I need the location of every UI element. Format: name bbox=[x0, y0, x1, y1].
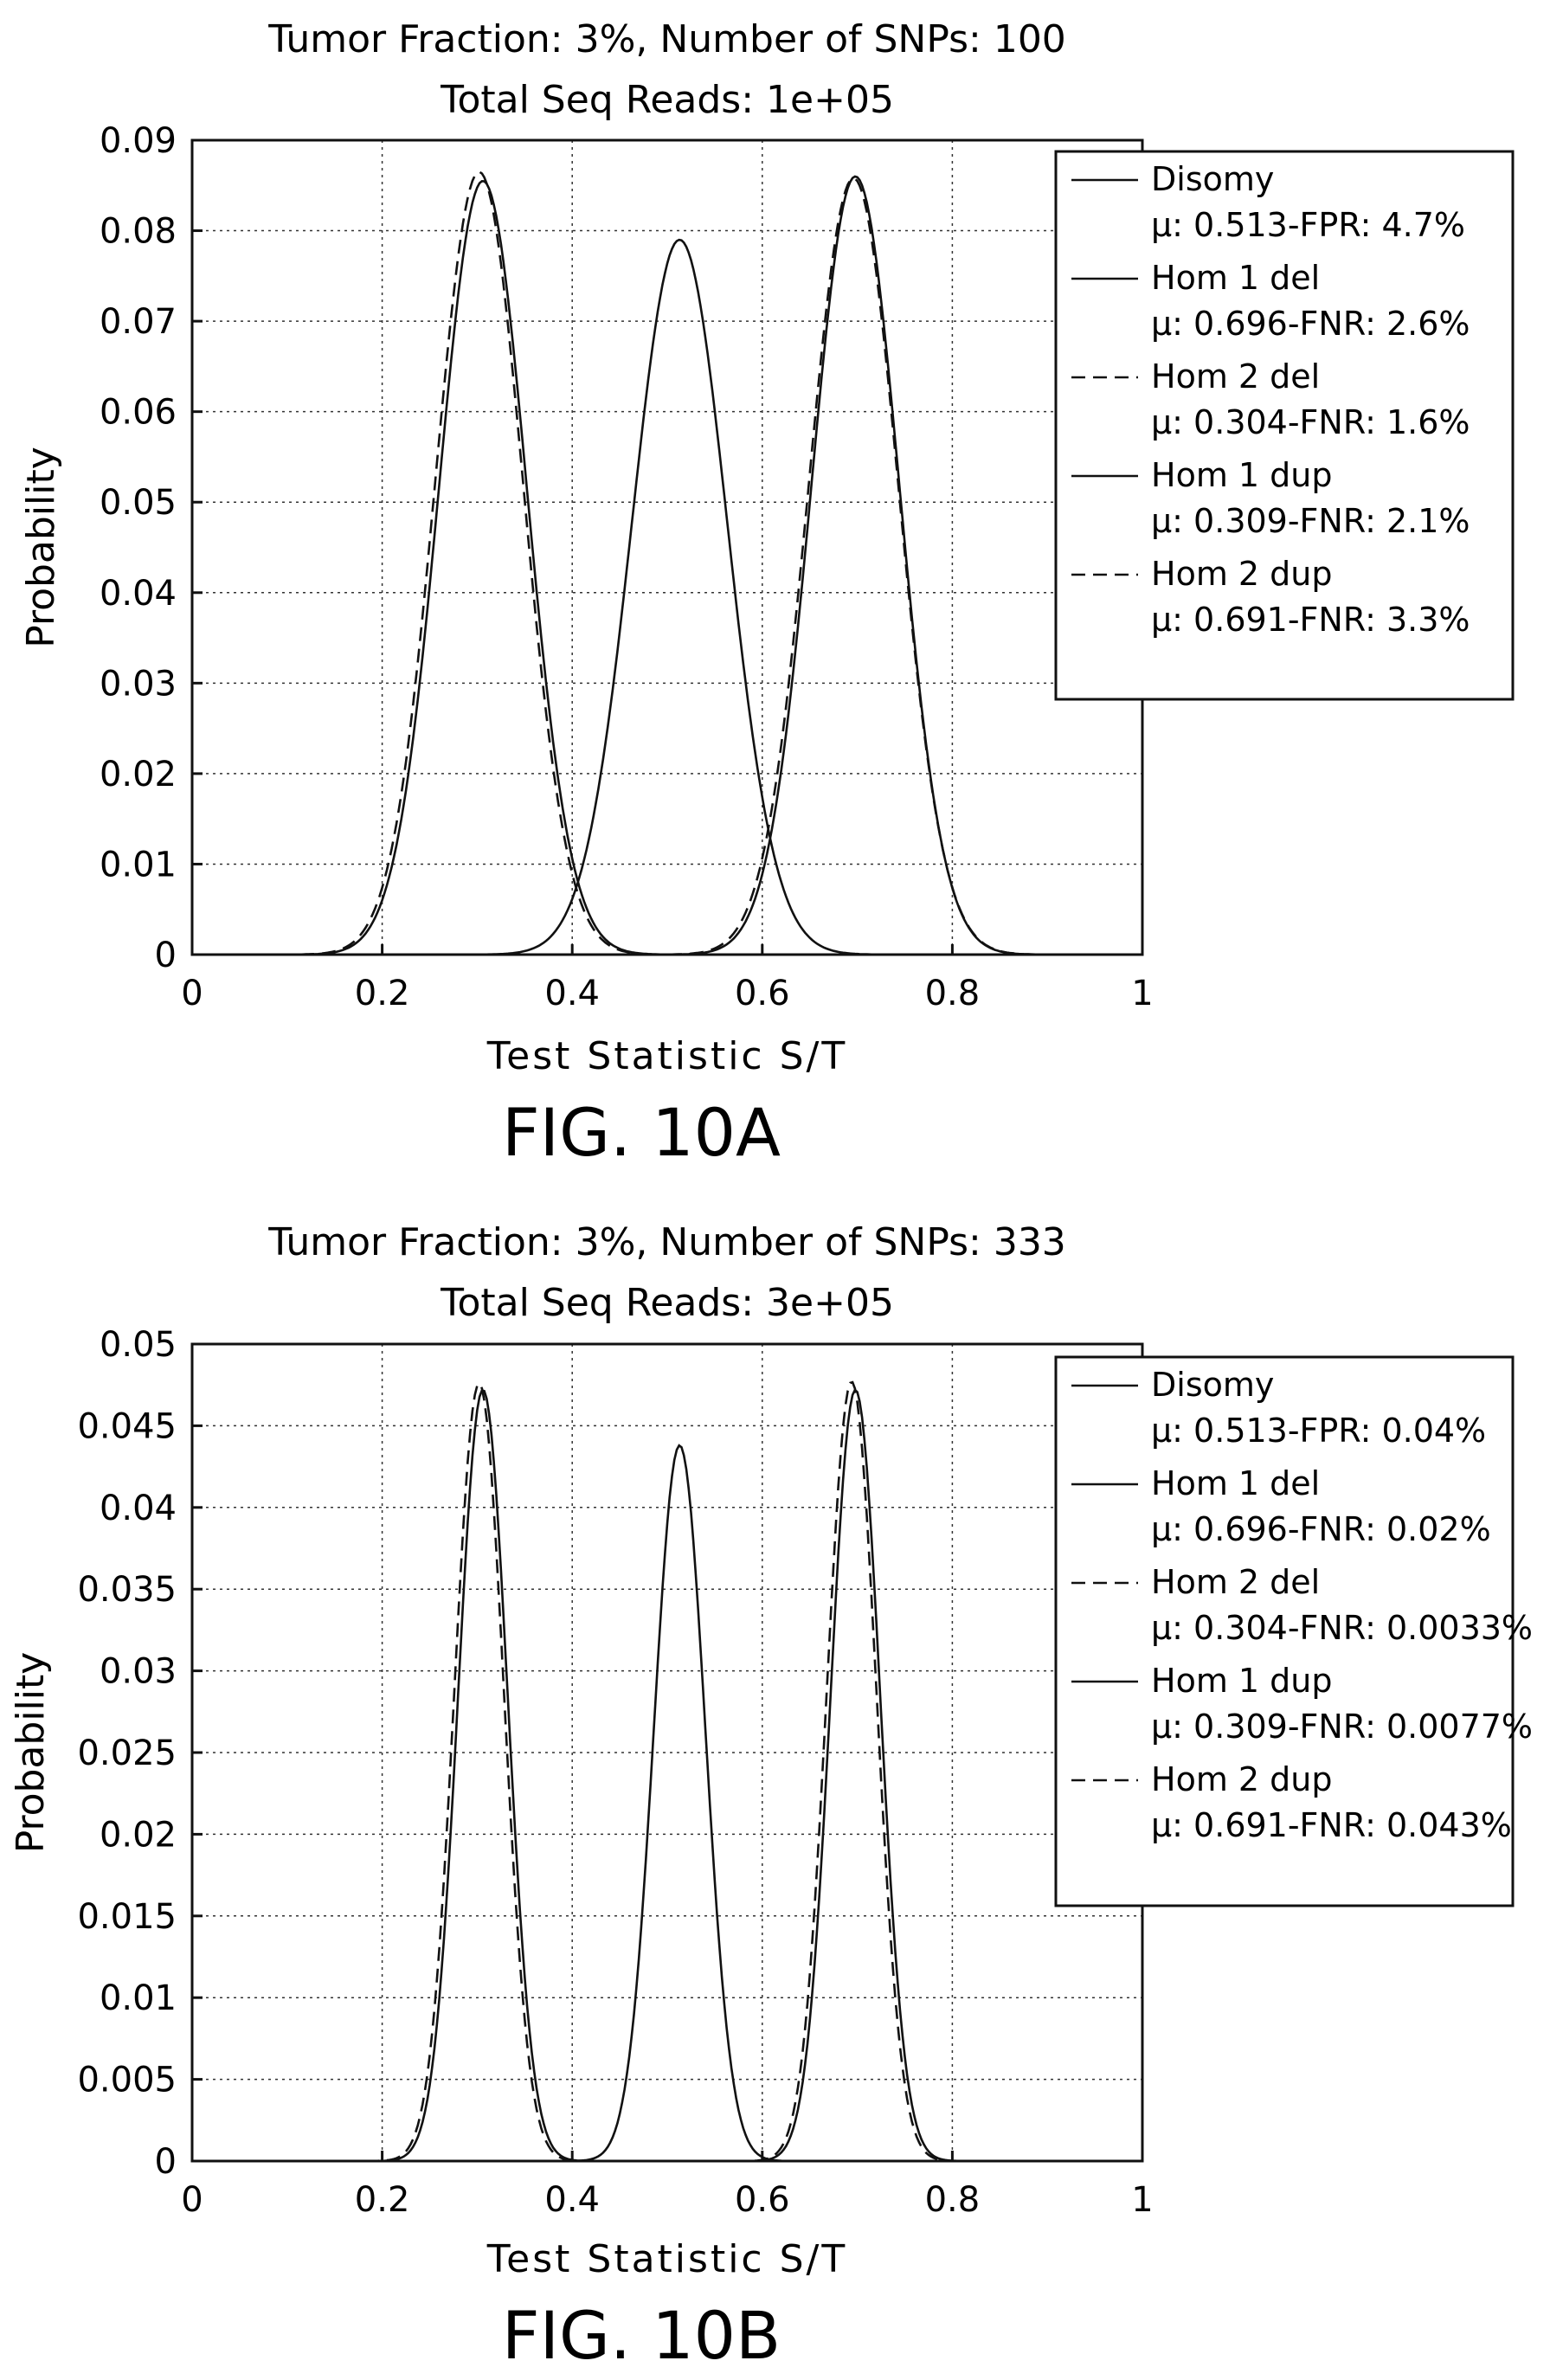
legend-series-detail: μ: 0.309-FNR: 2.1% bbox=[1151, 502, 1470, 540]
legend-series-name: Disomy bbox=[1151, 160, 1274, 198]
y-tick-label: 0.07 bbox=[100, 302, 177, 342]
legend-series-detail: μ: 0.691-FNR: 0.043% bbox=[1151, 1806, 1512, 1844]
plot-area bbox=[192, 1344, 1142, 2161]
x-tick-label: 1 bbox=[1131, 2180, 1153, 2220]
plot-area bbox=[192, 140, 1142, 955]
legend-series-name: Hom 2 del bbox=[1151, 357, 1320, 396]
chart-title: Tumor Fraction: 3%, Number of SNPs: 100 bbox=[267, 17, 1066, 61]
x-tick-label: 0.2 bbox=[355, 2180, 410, 2220]
y-tick-label: 0 bbox=[155, 2142, 177, 2182]
legend-series-name: Hom 1 del bbox=[1151, 1464, 1320, 1502]
x-tick-label: 0.4 bbox=[544, 974, 600, 1013]
x-tick-label: 0 bbox=[181, 974, 203, 1013]
legend-box bbox=[1054, 150, 1515, 701]
x-tick-label: 0.2 bbox=[355, 974, 410, 1013]
y-tick-label: 0.04 bbox=[100, 574, 177, 614]
legend-box bbox=[1054, 1355, 1515, 1907]
x-axis-label: Test Statistic S/T bbox=[486, 2237, 847, 2281]
y-tick-label: 0.05 bbox=[100, 1325, 177, 1365]
y-tick-label: 0.02 bbox=[100, 1815, 177, 1855]
x-tick-label: 1 bbox=[1131, 974, 1153, 1013]
x-tick-label: 0 bbox=[181, 2180, 203, 2220]
figure-10a: Tumor Fraction: 3%, Number of SNPs: 100 T… bbox=[19, 17, 1515, 1171]
x-tick-label: 0.8 bbox=[925, 2180, 981, 2220]
legend-series-detail: μ: 0.513-FPR: 4.7% bbox=[1151, 206, 1465, 244]
legend-series-name: Hom 1 del bbox=[1151, 259, 1320, 297]
legend-series-name: Hom 2 dup bbox=[1151, 1760, 1333, 1798]
y-tick-label: 0.005 bbox=[77, 2061, 177, 2100]
y-tick-label: 0.025 bbox=[77, 1734, 177, 1773]
legend-series-detail: μ: 0.304-FNR: 0.0033% bbox=[1151, 1609, 1533, 1647]
legend-series-name: Hom 1 dup bbox=[1151, 1662, 1333, 1700]
y-tick-label: 0.03 bbox=[100, 664, 177, 704]
x-tick-label: 0.6 bbox=[735, 2180, 790, 2220]
y-tick-label: 0.06 bbox=[100, 393, 177, 433]
y-axis-label: Probability bbox=[19, 447, 63, 648]
y-tick-label: 0 bbox=[155, 936, 177, 975]
legend-series-detail: μ: 0.696-FNR: 2.6% bbox=[1151, 305, 1470, 343]
figure-10b: Tumor Fraction: 3%, Number of SNPs: 333 T… bbox=[9, 1220, 1533, 2374]
y-tick-label: 0.035 bbox=[77, 1570, 177, 1610]
chart-subtitle: Total Seq Reads: 3e+05 bbox=[440, 1281, 894, 1325]
y-tick-label: 0.01 bbox=[100, 845, 177, 884]
x-tick-label: 0.6 bbox=[735, 974, 790, 1013]
legend-series-detail: μ: 0.696-FNR: 0.02% bbox=[1151, 1510, 1491, 1548]
legend-series-name: Hom 2 dup bbox=[1151, 555, 1333, 593]
y-tick-label: 0.015 bbox=[77, 1897, 177, 1937]
y-tick-label: 0.02 bbox=[100, 755, 177, 794]
chart-subtitle: Total Seq Reads: 1e+05 bbox=[440, 78, 894, 122]
y-tick-label: 0.09 bbox=[100, 121, 177, 161]
y-tick-label: 0.03 bbox=[100, 1652, 177, 1692]
y-tick-label: 0.05 bbox=[100, 483, 177, 523]
x-tick-label: 0.8 bbox=[925, 974, 981, 1013]
legend-series-name: Hom 2 del bbox=[1151, 1563, 1320, 1601]
legend-series-detail: μ: 0.513-FPR: 0.04% bbox=[1151, 1412, 1486, 1450]
legend-series-detail: μ: 0.309-FNR: 0.0077% bbox=[1151, 1708, 1533, 1746]
legend-series-name: Disomy bbox=[1151, 1366, 1274, 1404]
legend-series-detail: μ: 0.691-FNR: 3.3% bbox=[1151, 601, 1470, 639]
figure-label: FIG. 10B bbox=[502, 2297, 781, 2374]
chart-title: Tumor Fraction: 3%, Number of SNPs: 333 bbox=[267, 1220, 1066, 1264]
figure-label: FIG. 10A bbox=[502, 1094, 781, 1171]
x-tick-label: 0.4 bbox=[544, 2180, 600, 2220]
y-tick-label: 0.01 bbox=[100, 1978, 177, 2018]
y-axis-label: Probability bbox=[9, 1652, 53, 1854]
y-tick-label: 0.08 bbox=[100, 212, 177, 252]
y-tick-label: 0.045 bbox=[77, 1406, 177, 1446]
y-tick-label: 0.04 bbox=[100, 1489, 177, 1528]
legend-series-name: Hom 1 dup bbox=[1151, 456, 1333, 494]
x-axis-label: Test Statistic S/T bbox=[486, 1034, 847, 1078]
legend-series-detail: μ: 0.304-FNR: 1.6% bbox=[1151, 403, 1470, 441]
